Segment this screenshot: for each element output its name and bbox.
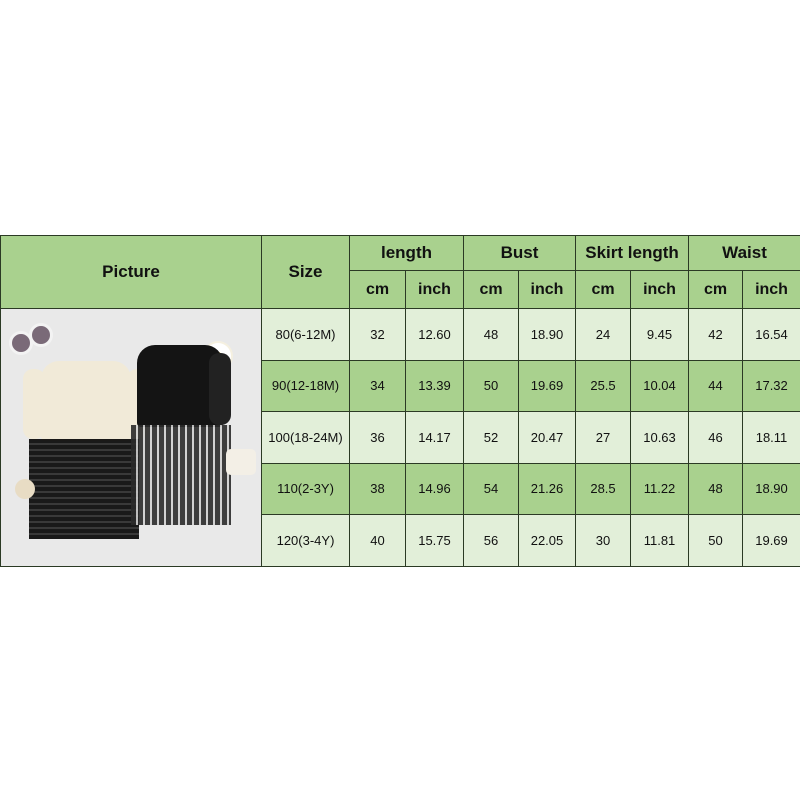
measurement-cell: 27 — [575, 411, 631, 464]
measurement-cell: 11.81 — [629, 514, 690, 567]
header-length: length — [349, 235, 464, 271]
measurement-cell: 38 — [349, 462, 406, 515]
measurement-cell: 10.04 — [629, 359, 690, 412]
header-size: Size — [261, 235, 350, 309]
black-top — [137, 345, 223, 427]
measurement-cell: 9.45 — [629, 308, 690, 361]
tweed-skirt — [29, 439, 139, 539]
header-unit: cm — [688, 270, 744, 309]
measurement-cell: 40 — [349, 514, 406, 567]
measurement-cell: 12.60 — [405, 308, 464, 361]
measurement-cell: 25.5 — [575, 359, 631, 412]
ball-icon — [15, 479, 35, 499]
measurement-cell: 15.75 — [405, 514, 464, 567]
measurement-cell: 21.26 — [518, 462, 576, 515]
table-row: 110(2-3Y) 38 14.96 54 21.26 28.5 11.22 48 18.90 — [1, 462, 800, 515]
measurement-cell: 18.90 — [742, 462, 800, 515]
measurement-cell: 48 — [688, 462, 744, 515]
measurement-cell: 42 — [688, 308, 744, 361]
measurement-cell: 19.69 — [518, 359, 576, 412]
measurement-cell: 14.17 — [405, 411, 464, 464]
measurement-cell: 32 — [349, 308, 406, 361]
header-unit: inch — [405, 270, 464, 309]
table-row: 90(12-18M) 34 13.39 50 19.69 25.5 10.04 44 17.32 — [1, 359, 800, 412]
measurement-cell: 36 — [349, 411, 406, 464]
header-unit: inch — [742, 270, 800, 309]
measurement-cell: 13.39 — [405, 359, 464, 412]
measurement-cell: 10.63 — [629, 411, 690, 464]
table-row: 100(18-24M) 36 14.17 52 20.47 27 10.63 46 18.11 — [1, 411, 800, 464]
measurement-cell: 19.69 — [742, 514, 800, 567]
measurement-cell: 50 — [463, 359, 519, 412]
size-cell: 80(6-12M) — [261, 308, 350, 361]
measurement-cell: 20.47 — [518, 411, 576, 464]
header-unit: inch — [518, 270, 576, 309]
size-cell: 100(18-24M) — [261, 411, 350, 464]
header-picture: Picture — [0, 235, 262, 309]
bag-icon — [226, 449, 256, 475]
measurement-cell: 56 — [463, 514, 519, 567]
header-unit: cm — [463, 270, 519, 309]
header-bust: Bust — [463, 235, 576, 271]
table-row: 120(3-4Y) 40 15.75 56 22.05 30 11.81 50 19.69 — [1, 514, 800, 567]
measurement-cell: 30 — [575, 514, 631, 567]
measurement-cell: 44 — [688, 359, 744, 412]
measurement-cell: 54 — [463, 462, 519, 515]
size-chart-table: Picture Size length Bust Skirt length Wa… — [0, 235, 800, 567]
measurement-cell: 46 — [688, 411, 744, 464]
header-unit: cm — [575, 270, 631, 309]
size-cell: 90(12-18M) — [261, 359, 350, 412]
measurement-cell: 52 — [463, 411, 519, 464]
measurement-cell: 14.96 — [405, 462, 464, 515]
cream-top — [41, 361, 131, 441]
product-image — [0, 308, 262, 567]
size-cell: 110(2-3Y) — [261, 462, 350, 515]
measurement-cell: 24 — [575, 308, 631, 361]
measurement-cell: 17.32 — [742, 359, 800, 412]
measurement-cell: 34 — [349, 359, 406, 412]
measurement-cell: 11.22 — [629, 462, 690, 515]
measurement-cell: 28.5 — [575, 462, 631, 515]
header-unit: inch — [629, 270, 690, 309]
header-skirt-length: Skirt length — [574, 235, 690, 271]
measurement-cell: 48 — [463, 308, 519, 361]
measurement-cell: 16.54 — [742, 308, 800, 361]
measurement-cell: 18.90 — [518, 308, 576, 361]
header-unit: cm — [349, 270, 406, 309]
sunglasses-icon — [29, 323, 53, 347]
size-cell: 120(3-4Y) — [261, 514, 350, 567]
tweed-skirt — [131, 425, 231, 525]
measurement-cell: 22.05 — [518, 514, 576, 567]
header-waist: Waist — [688, 235, 800, 271]
table-row: 80(6-12M) 32 12.60 48 18.90 24 9.45 42 16.54 — [0, 308, 800, 567]
measurement-cell: 50 — [688, 514, 744, 567]
measurement-cell: 18.11 — [742, 411, 800, 464]
